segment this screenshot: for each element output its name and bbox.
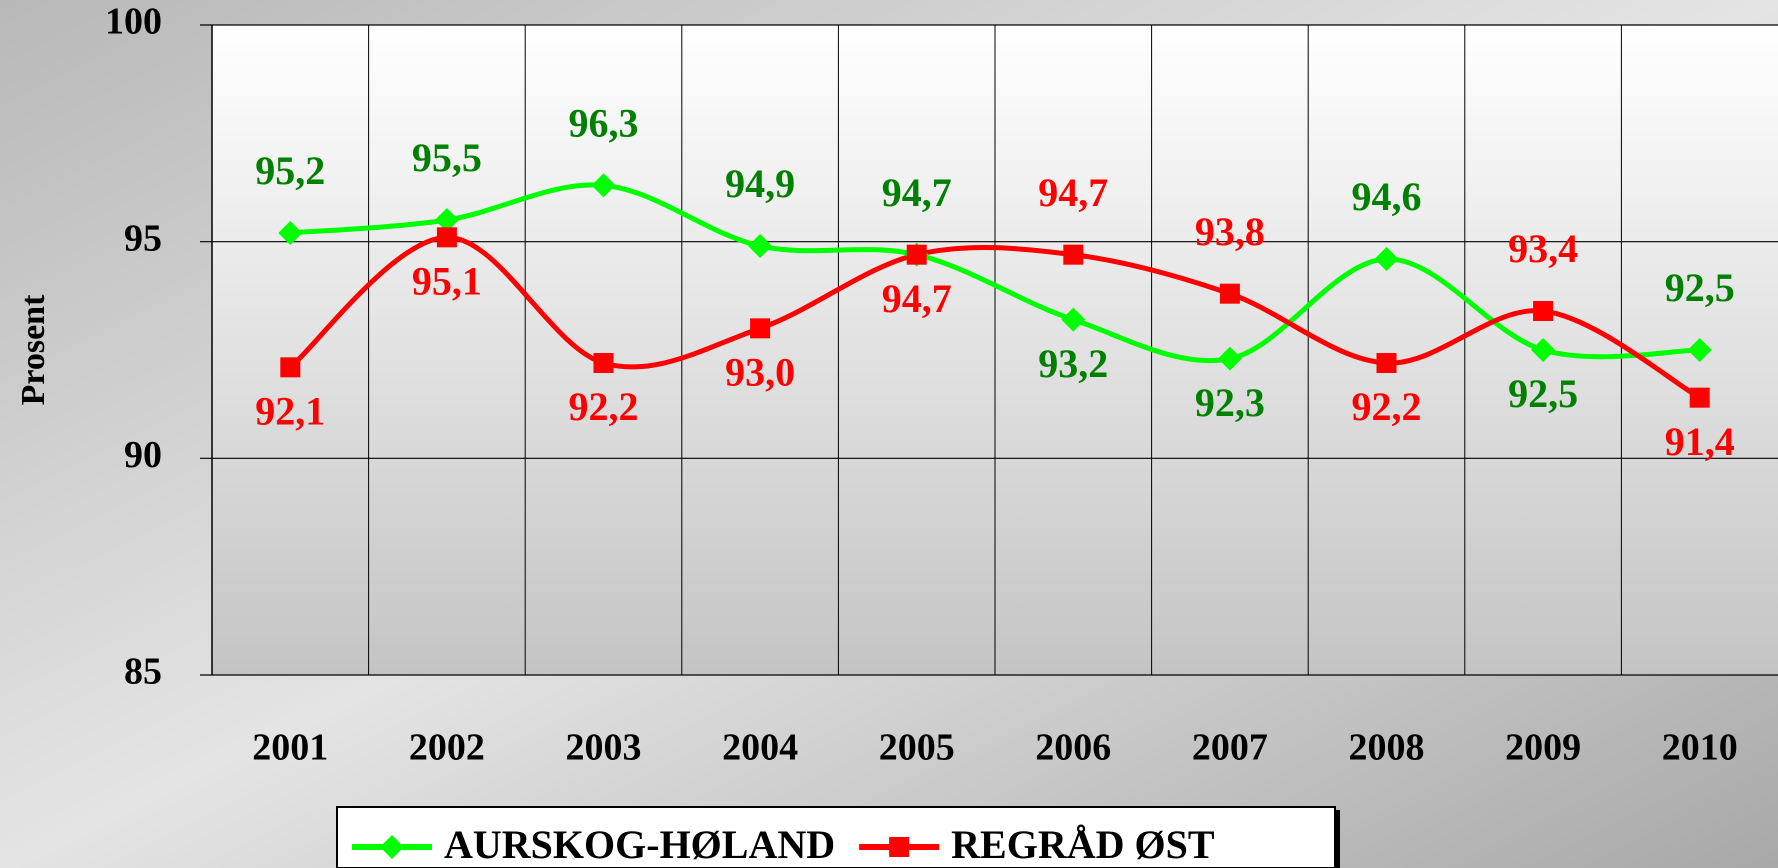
data-point [1531, 338, 1556, 362]
data-point [1219, 283, 1240, 304]
x-tick-label: 2007 [1192, 727, 1268, 769]
data-label: 93,2 [1038, 341, 1108, 386]
legend-marker [380, 835, 404, 859]
data-label: 94,7 [882, 276, 952, 321]
data-label: 94,7 [1038, 170, 1108, 215]
data-label: 95,5 [412, 135, 482, 180]
x-tick-label: 2006 [1035, 727, 1111, 769]
y-tick-label: 100 [105, 1, 162, 43]
data-point [750, 318, 771, 339]
data-label: 92,2 [569, 384, 639, 429]
y-tick-label: 95 [124, 217, 162, 259]
data-point [1687, 338, 1712, 362]
data-point [1063, 244, 1084, 265]
y-axis-label: Prosent [15, 294, 52, 405]
data-label: 91,4 [1665, 419, 1735, 464]
y-tick-label: 90 [124, 434, 162, 476]
data-label: 94,7 [882, 170, 952, 215]
data-point [1217, 346, 1242, 371]
series-line [288, 234, 1701, 400]
data-point [591, 173, 616, 198]
data-point [906, 244, 927, 265]
data-point [280, 357, 301, 378]
data-point [1061, 307, 1086, 332]
data-label: 93,4 [1508, 226, 1578, 271]
legend-label: AURSKOG-HØLAND [444, 822, 835, 867]
x-tick-label: 2005 [879, 727, 955, 769]
legend-label: REGRÅD ØST [951, 822, 1215, 867]
data-label: 93,8 [1195, 209, 1265, 254]
series-line [290, 182, 1700, 364]
data-point [434, 208, 459, 232]
data-point [748, 234, 773, 258]
data-label: 94,6 [1352, 174, 1422, 219]
x-tick-label: 2004 [722, 727, 798, 769]
data-point [1533, 301, 1554, 321]
data-label: 95,2 [255, 148, 325, 193]
data-label: 92,2 [1352, 384, 1422, 429]
y-tick-label: 85 [124, 651, 162, 693]
data-point [1376, 353, 1397, 373]
legend-marker [889, 837, 910, 857]
data-label: 92,3 [1195, 380, 1265, 425]
x-tick-label: 2003 [566, 727, 642, 769]
x-tick-label: 2009 [1505, 727, 1581, 769]
data-point [593, 353, 614, 373]
data-point [1374, 247, 1399, 271]
x-tick-label: 2010 [1662, 727, 1738, 769]
x-tick-label: 2008 [1349, 727, 1425, 769]
data-label: 93,0 [725, 350, 795, 395]
data-point [278, 221, 303, 245]
data-label: 92,1 [255, 389, 325, 434]
data-label: 92,5 [1665, 265, 1735, 310]
x-tick-label: 2001 [252, 727, 328, 769]
data-label: 95,1 [412, 259, 482, 304]
data-point [436, 227, 457, 248]
data-label: 94,9 [725, 161, 795, 206]
x-tick-label: 2002 [409, 727, 485, 769]
data-label: 96,3 [569, 101, 639, 146]
data-point [1689, 387, 1710, 408]
data-label: 92,5 [1508, 371, 1578, 416]
legend-box [336, 806, 1336, 868]
